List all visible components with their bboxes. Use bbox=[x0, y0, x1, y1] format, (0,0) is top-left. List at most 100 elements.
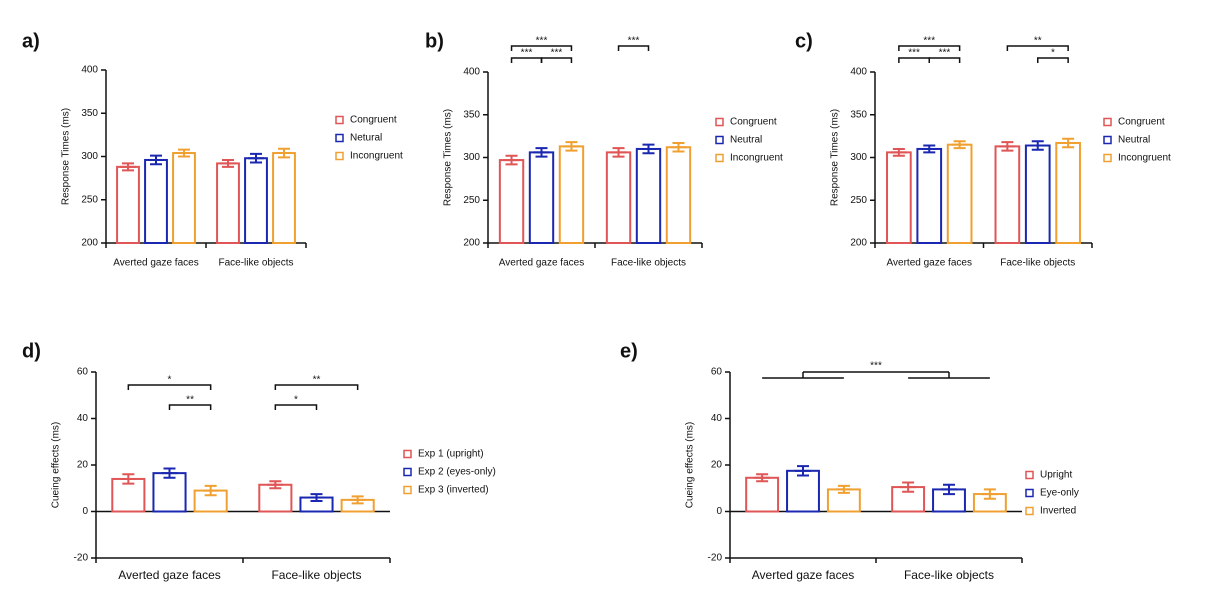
y-axis-label: Cueing effects (ms) bbox=[51, 422, 62, 509]
legend-label: Congruent bbox=[730, 117, 777, 128]
error-bar bbox=[349, 495, 366, 505]
error-bar bbox=[900, 481, 917, 493]
y-tick-label: 60 bbox=[77, 367, 89, 378]
legend-swatch bbox=[715, 135, 724, 145]
significance-bracket bbox=[274, 384, 359, 390]
significance-label: * bbox=[1051, 48, 1055, 59]
significance-label: *** bbox=[870, 361, 882, 372]
legend-swatch bbox=[335, 151, 344, 161]
bar bbox=[1055, 141, 1081, 244]
y-axis-label: Response Times (ms) bbox=[61, 108, 72, 205]
legend-label: Neutral bbox=[1118, 135, 1150, 146]
bar bbox=[152, 472, 187, 513]
legend-swatch bbox=[1025, 470, 1034, 480]
error-bar bbox=[503, 154, 520, 166]
bar bbox=[605, 151, 632, 244]
significance-bracket bbox=[1037, 57, 1069, 63]
significance-label: * bbox=[168, 375, 172, 386]
y-tick-label: 0 bbox=[82, 506, 88, 517]
legend-label: Exp 2 (eyes-only) bbox=[418, 467, 496, 478]
y-tick-label: 350 bbox=[850, 109, 867, 120]
legend-label: Netural bbox=[350, 133, 382, 144]
legend-label: Upright bbox=[1040, 470, 1072, 481]
x-tick-label: Averted gaze faces bbox=[499, 258, 584, 269]
significance-label: * bbox=[294, 395, 298, 406]
bar bbox=[946, 143, 973, 244]
y-axis-label: Response Times (ms) bbox=[443, 109, 454, 206]
y-axis-label: Response Times (ms) bbox=[830, 109, 841, 206]
legend-swatch bbox=[715, 117, 724, 127]
significance-label: *** bbox=[923, 36, 935, 47]
bar bbox=[272, 152, 296, 244]
legend-label: Congruent bbox=[350, 115, 397, 126]
x-tick-label: Face-like objects bbox=[218, 258, 293, 269]
legend-swatch bbox=[403, 449, 412, 459]
error-bar bbox=[220, 158, 236, 168]
legend-label: Inverted bbox=[1040, 506, 1076, 517]
legend-label: Eye-only bbox=[1040, 488, 1079, 499]
panel-label: b) bbox=[425, 30, 444, 52]
y-tick-label: 20 bbox=[77, 460, 89, 471]
significance-bracket bbox=[168, 404, 212, 410]
y-tick-label: 0 bbox=[716, 506, 722, 517]
bar bbox=[172, 152, 196, 244]
significance-label: *** bbox=[551, 48, 563, 59]
y-tick-label: 300 bbox=[850, 152, 867, 163]
y-tick-label: 40 bbox=[77, 413, 89, 424]
significance-bracket bbox=[274, 404, 318, 410]
y-tick-label: 300 bbox=[81, 151, 98, 162]
error-bar bbox=[120, 162, 136, 172]
error-bar bbox=[951, 140, 968, 150]
legend-label: Incongruent bbox=[1118, 153, 1171, 164]
y-tick-label: 350 bbox=[81, 108, 98, 119]
legend-label: Exp 3 (inverted) bbox=[418, 485, 489, 496]
bar bbox=[558, 145, 585, 244]
bar bbox=[528, 151, 555, 244]
x-tick-label: Averted gaze faces bbox=[752, 568, 855, 582]
error-bar bbox=[999, 141, 1016, 152]
legend-swatch bbox=[335, 115, 344, 125]
error-bar bbox=[308, 493, 325, 503]
y-tick-label: 250 bbox=[463, 195, 480, 206]
y-tick-label: 400 bbox=[463, 67, 480, 78]
bar bbox=[994, 145, 1021, 244]
significance-bracket bbox=[617, 45, 650, 51]
x-tick-label: Face-like objects bbox=[1000, 258, 1075, 269]
panel-label: e) bbox=[620, 340, 638, 362]
significance-bracket bbox=[762, 371, 990, 379]
panel-label: a) bbox=[22, 30, 40, 52]
error-bar bbox=[640, 143, 657, 155]
significance-bracket bbox=[510, 45, 573, 51]
y-tick-label: 400 bbox=[850, 67, 867, 78]
bar bbox=[116, 165, 140, 245]
significance-label: *** bbox=[908, 48, 920, 59]
significance-label: ** bbox=[186, 395, 194, 406]
error-bar bbox=[248, 152, 264, 164]
y-tick-label: 300 bbox=[463, 152, 480, 163]
bar bbox=[216, 162, 240, 244]
bar bbox=[144, 158, 168, 245]
legend-swatch bbox=[403, 485, 412, 495]
x-tick-label: Face-like objects bbox=[611, 258, 686, 269]
significance-label: *** bbox=[521, 48, 533, 59]
error-bar bbox=[161, 467, 178, 479]
y-tick-label: -20 bbox=[708, 553, 723, 564]
y-tick-label: 200 bbox=[81, 238, 98, 249]
panel-label: d) bbox=[22, 340, 41, 362]
y-tick-label: 60 bbox=[711, 367, 723, 378]
legend-swatch bbox=[1103, 135, 1112, 145]
y-tick-label: 350 bbox=[463, 109, 480, 120]
x-tick-label: Averted gaze faces bbox=[887, 258, 972, 269]
error-bar bbox=[981, 488, 998, 500]
error-bar bbox=[670, 141, 687, 153]
y-tick-label: -20 bbox=[74, 553, 89, 564]
y-tick-label: 200 bbox=[463, 238, 480, 249]
y-tick-label: 200 bbox=[850, 238, 867, 249]
legend-swatch bbox=[403, 467, 412, 477]
x-tick-label: Face-like objects bbox=[904, 568, 994, 582]
x-tick-label: Averted gaze faces bbox=[118, 568, 221, 582]
error-bar bbox=[795, 465, 811, 477]
y-tick-label: 20 bbox=[711, 460, 723, 471]
error-bar bbox=[120, 473, 137, 485]
